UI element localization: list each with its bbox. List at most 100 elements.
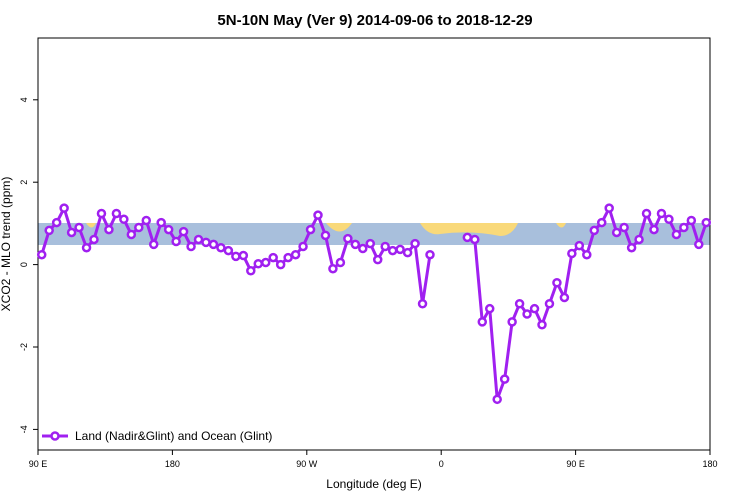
data-point xyxy=(298,241,308,252)
data-point xyxy=(656,208,667,219)
data-point xyxy=(350,239,361,250)
data-point xyxy=(402,247,413,258)
data-point xyxy=(238,250,249,261)
data-point xyxy=(126,229,137,240)
legend-label: Land (Nadir&Glint) and Ocean (Glint) xyxy=(75,429,272,443)
data-point xyxy=(275,259,286,270)
data-point xyxy=(171,236,181,247)
data-point xyxy=(268,252,278,263)
data-point xyxy=(552,277,562,288)
data-point xyxy=(589,225,600,236)
data-point xyxy=(462,232,473,243)
x-tick-label: 0 xyxy=(439,459,444,469)
data-point xyxy=(343,233,353,244)
y-tick-label: -2 xyxy=(19,343,29,351)
data-point xyxy=(507,317,517,327)
data-point xyxy=(260,257,271,268)
data-point xyxy=(111,208,122,219)
data-point xyxy=(156,217,166,228)
data-point xyxy=(335,257,346,268)
data-point xyxy=(96,208,107,219)
data-point xyxy=(313,210,323,220)
data-point xyxy=(372,254,383,265)
y-tick-label: 4 xyxy=(19,97,29,102)
data-point xyxy=(119,214,129,225)
data-point xyxy=(596,217,607,228)
data-point xyxy=(51,217,62,228)
data-point xyxy=(358,243,368,254)
y-tick-label: 0 xyxy=(19,262,29,267)
data-point xyxy=(208,239,219,250)
data-point xyxy=(320,230,331,241)
data-point xyxy=(395,244,405,255)
data-point xyxy=(186,241,196,252)
data-point xyxy=(664,214,674,225)
data-point xyxy=(178,226,189,237)
data-point xyxy=(44,225,54,236)
data-point xyxy=(163,224,174,235)
data-point xyxy=(514,298,525,309)
land-patch xyxy=(556,223,566,228)
data-point xyxy=(679,222,689,233)
data-point xyxy=(246,266,256,276)
land-patch xyxy=(326,223,352,232)
data-point xyxy=(701,217,712,228)
data-point xyxy=(686,215,697,226)
data-point xyxy=(216,242,226,253)
data-point xyxy=(417,298,428,309)
data-point xyxy=(671,229,682,240)
data-point xyxy=(253,259,264,269)
data-point xyxy=(559,292,570,303)
data-point xyxy=(193,234,204,245)
y-tick-label: -4 xyxy=(19,425,29,433)
data-point xyxy=(59,203,69,213)
data-point xyxy=(380,241,390,252)
data-point xyxy=(81,242,92,253)
data-point xyxy=(604,203,614,213)
x-tick-label: 90 W xyxy=(296,459,318,469)
plot-frame xyxy=(37,37,711,451)
data-point xyxy=(567,248,577,259)
data-point xyxy=(634,234,644,245)
land-patch xyxy=(86,223,96,228)
data-point xyxy=(290,249,301,260)
data-point xyxy=(387,245,398,256)
data-point xyxy=(328,263,338,274)
data-point xyxy=(283,252,293,263)
data-point xyxy=(544,298,555,309)
data-point xyxy=(231,251,241,262)
data-point xyxy=(649,224,659,235)
data-point xyxy=(626,242,637,253)
data-point xyxy=(365,238,376,249)
data-point xyxy=(499,374,510,384)
data-point xyxy=(537,320,547,330)
data-point xyxy=(641,208,652,219)
data-point xyxy=(619,222,629,233)
data-point xyxy=(425,249,435,260)
chart-title: 5N-10N May (Ver 9) 2014-09-06 to 2018-12… xyxy=(217,12,532,29)
data-point xyxy=(66,227,77,238)
data-point xyxy=(201,237,211,248)
legend-marker xyxy=(50,431,60,441)
data-point xyxy=(492,394,502,405)
data-point xyxy=(484,303,495,314)
data-point xyxy=(477,317,488,327)
data-point xyxy=(148,239,159,250)
data-point xyxy=(529,303,540,314)
data-point xyxy=(611,227,622,238)
land-patch xyxy=(420,223,518,236)
x-tick-label: 180 xyxy=(165,459,180,469)
x-axis-label: Longitude (deg E) xyxy=(326,477,421,491)
data-point xyxy=(134,222,144,233)
data-point xyxy=(104,224,114,235)
data-point xyxy=(410,238,420,249)
data-point xyxy=(141,215,152,226)
x-tick-label: 180 xyxy=(702,459,717,469)
data-point xyxy=(223,245,234,256)
y-tick-label: 2 xyxy=(19,180,29,185)
data-point xyxy=(582,249,592,260)
x-tick-label: 90 E xyxy=(29,459,48,469)
data-point xyxy=(522,309,532,319)
data-point xyxy=(36,249,47,260)
